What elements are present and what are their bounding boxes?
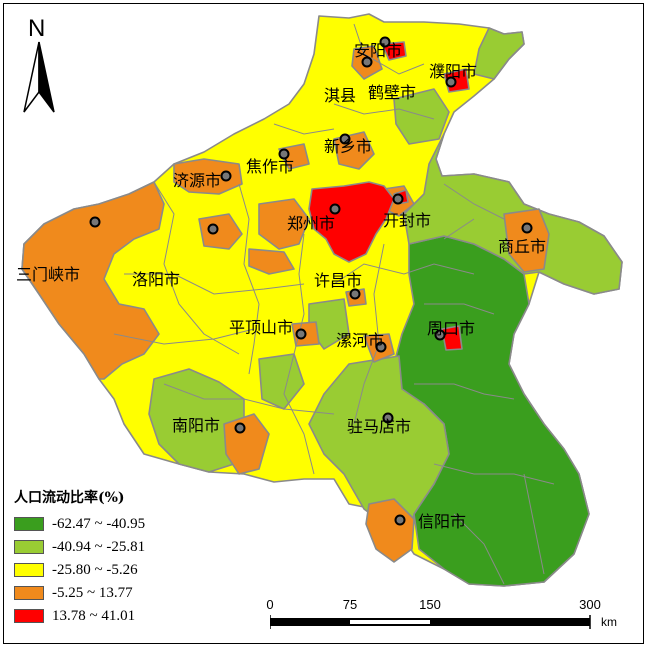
legend-item: -40.94 ~ -25.81	[14, 536, 214, 558]
map-frame: 安阳市 濮阳市 淇县 鹤壁市 新乡市 济源市 焦作市 郑州市 开封市 商丘市 三…	[3, 3, 644, 644]
city-marker	[207, 223, 219, 235]
city-label-zhengzhou: 郑州市	[287, 214, 335, 233]
city-label-anyang: 安阳市	[354, 41, 402, 60]
city-label-hebi: 鹤壁市	[368, 83, 416, 102]
region-zhengzhou-west-orange	[258, 198, 310, 250]
region-sanmenxia-orange	[21, 181, 165, 380]
region-green-light-5	[473, 27, 525, 80]
scale-tick-label: 75	[342, 597, 358, 612]
city-marker	[445, 76, 457, 88]
city-label-pingdingshan: 平顶山市	[229, 318, 293, 337]
legend-swatch	[14, 540, 44, 554]
city-marker	[339, 133, 351, 145]
legend-item: -5.25 ~ 13.77	[14, 582, 214, 604]
legend-item: -62.47 ~ -40.95	[14, 513, 214, 535]
legend: 人口流动比率(%) -62.47 ~ -40.95 -40.94 ~ -25.8…	[14, 487, 214, 628]
legend-label: -40.94 ~ -25.81	[52, 538, 146, 555]
city-markers	[89, 36, 533, 526]
region-green-light-7	[258, 353, 305, 410]
city-label-zhumadian: 驻马店市	[347, 417, 411, 436]
region-xinyang-west-orange	[365, 498, 415, 563]
city-label-luohe: 漯河市	[336, 331, 384, 350]
city-marker	[434, 329, 446, 341]
north-arrow: N	[18, 12, 64, 117]
legend-label: 13.78 ~ 41.01	[52, 607, 136, 624]
city-label-nanyang: 南阳市	[172, 416, 220, 435]
city-marker	[521, 222, 533, 234]
legend-item: 13.78 ~ 41.01	[14, 605, 214, 627]
legend-swatch	[14, 517, 44, 531]
city-marker	[278, 148, 290, 160]
city-marker	[349, 288, 361, 300]
city-label-sanmenxia: 三门峡市	[16, 265, 80, 284]
city-label-xinxiang: 新乡市	[324, 137, 372, 156]
city-label-kaifeng: 开封市	[383, 211, 431, 230]
henan-map: 安阳市 濮阳市 淇县 鹤壁市 新乡市 济源市 焦作市 郑州市 开封市 商丘市 三…	[16, 13, 623, 587]
region-zhoukou-red	[441, 325, 463, 351]
city-label-jiaozuo: 焦作市	[246, 157, 294, 176]
legend-label: -62.47 ~ -40.95	[52, 515, 146, 532]
region-jiyuan-orange	[173, 158, 243, 195]
scale-unit: km	[601, 615, 617, 629]
north-arrow-icon	[23, 41, 40, 113]
city-label-zhoukou: 周口市	[427, 319, 475, 338]
city-marker	[394, 514, 406, 526]
north-label: N	[28, 15, 45, 42]
scale-bar-graphic	[270, 615, 591, 629]
legend-swatch	[14, 586, 44, 600]
region-shangqiu-orange	[503, 208, 550, 273]
city-label-jiyuan: 济源市	[173, 171, 221, 190]
city-marker	[89, 216, 101, 228]
county-boundaries	[113, 23, 555, 585]
city-marker	[382, 412, 394, 424]
scale-tick-label: 300	[579, 597, 601, 612]
city-labels: 安阳市 濮阳市 淇县 鹤壁市 新乡市 济源市 焦作市 郑州市 开封市 商丘市 三…	[16, 41, 546, 531]
city-marker	[220, 170, 232, 182]
legend-label: -5.25 ~ 13.77	[52, 584, 133, 601]
city-marker	[295, 328, 307, 340]
city-marker	[392, 193, 404, 205]
region-zhengzhou-red	[308, 181, 395, 263]
city-label-xuchang: 许昌市	[314, 271, 362, 290]
city-marker	[379, 36, 391, 48]
scale-tick-label: 0	[266, 597, 274, 612]
city-label-shangqiu: 商丘市	[498, 237, 546, 256]
scale-tick-label: 150	[419, 597, 441, 612]
scale-bar: 0 75 150 300 km	[266, 597, 630, 637]
legend-item: -25.80 ~ -5.26	[14, 559, 214, 581]
city-label-luoyang: 洛阳市	[132, 270, 180, 289]
region-luoyang-orange	[198, 213, 243, 250]
city-marker	[361, 56, 373, 68]
legend-title: 人口流动比率(%)	[14, 490, 125, 506]
city-label-xinyang: 信阳市	[418, 512, 466, 531]
city-marker	[329, 203, 341, 215]
city-marker	[234, 422, 246, 434]
city-marker	[375, 341, 387, 353]
legend-label: -25.80 ~ -5.26	[52, 561, 138, 578]
city-label-qixian: 淇县	[324, 86, 356, 105]
legend-swatch	[14, 563, 44, 577]
region-green-light-4	[393, 88, 450, 145]
region-zhengzhou-sw-orange	[248, 248, 295, 275]
city-label-puyang: 濮阳市	[429, 62, 477, 81]
legend-swatch	[14, 609, 44, 623]
